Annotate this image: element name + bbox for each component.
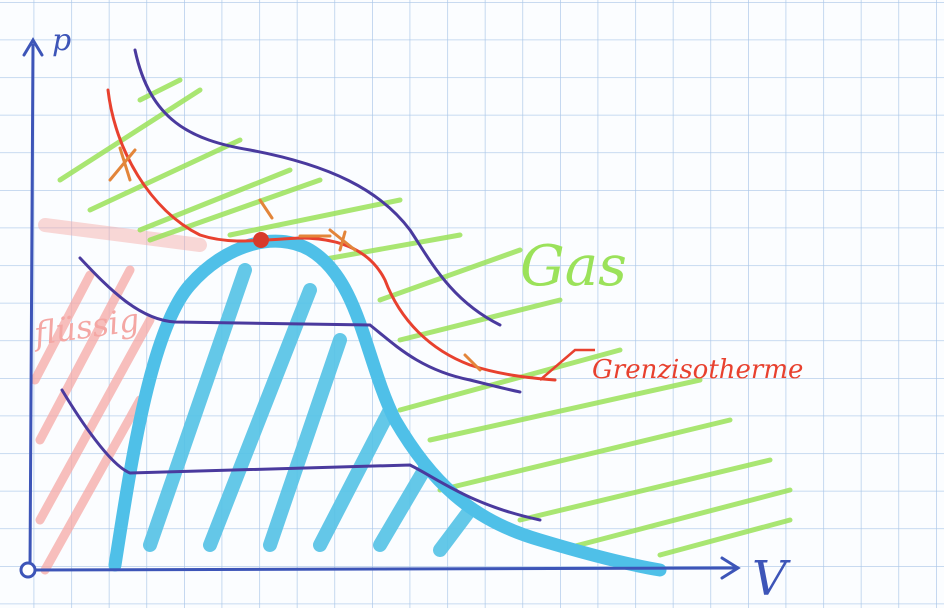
y-axis-label: p	[52, 23, 71, 58]
origin	[21, 563, 35, 577]
critical-isotherm-label: Grenzisotherme	[592, 355, 803, 385]
critical-point	[253, 232, 269, 248]
x-axis-label: V	[752, 551, 791, 607]
diagram: p V Gas flüssig Grenzisotherme	[0, 0, 944, 608]
page: p V Gas flüssig Grenzisotherme (() => { …	[0, 0, 944, 608]
gas-label: Gas	[520, 234, 627, 299]
